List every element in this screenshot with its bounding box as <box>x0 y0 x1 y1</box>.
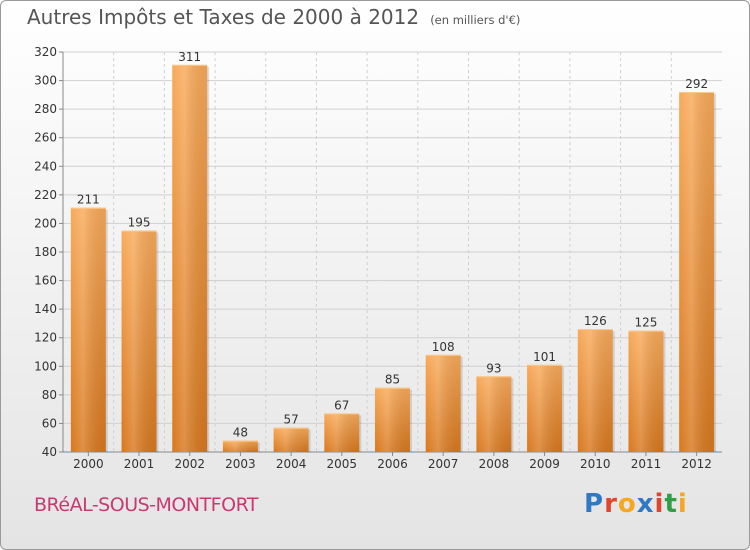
y-tick-label: 100 <box>34 359 57 373</box>
x-tick-label: 2011 <box>631 457 662 471</box>
bar-sheen <box>172 64 208 452</box>
bar-sheen <box>476 376 512 452</box>
data-label: 67 <box>334 398 349 412</box>
y-tick-label: 120 <box>34 331 57 345</box>
data-label: 125 <box>635 316 658 330</box>
bar-sheen <box>679 92 715 452</box>
y-tick-label: 280 <box>34 102 57 116</box>
x-tick-label: 2009 <box>529 457 560 471</box>
bar-sheen <box>324 413 360 452</box>
logo-letter: i <box>677 489 688 519</box>
y-tick-label: 240 <box>34 159 57 173</box>
chart-title-unit: (en milliers d'€) <box>430 13 521 27</box>
bars <box>70 64 717 452</box>
data-label: 101 <box>533 350 556 364</box>
bar-sheen <box>425 354 461 452</box>
y-tick-label: 40 <box>42 445 57 459</box>
logo-letter: o <box>617 489 637 519</box>
y-tick-label: 140 <box>34 302 57 316</box>
data-label: 57 <box>283 413 298 427</box>
x-tick-label: 2007 <box>428 457 459 471</box>
data-label: 93 <box>486 361 501 375</box>
bar-sheen <box>527 364 563 452</box>
y-tick-label: 200 <box>34 216 57 230</box>
y-tick-label: 320 <box>34 45 57 59</box>
data-label: 108 <box>432 340 455 354</box>
x-tick-label: 2001 <box>124 457 155 471</box>
data-label: 292 <box>685 77 708 91</box>
y-tick-label: 300 <box>34 74 57 88</box>
bar-sheen <box>222 440 258 452</box>
labels: 40 60 80 100 120 140 160 180 200 220 240 260 280 300 3… <box>34 45 712 471</box>
chart-title: Autres Impôts et Taxes de 2000 à 2012 (e… <box>27 5 520 29</box>
logo-letter: r <box>604 489 618 519</box>
y-tick-label: 180 <box>34 245 57 259</box>
data-label: 85 <box>385 373 400 387</box>
logo-letter: t <box>664 489 678 519</box>
logo-letter: P <box>584 489 605 519</box>
data-label: 126 <box>584 314 607 328</box>
y-tick-label: 80 <box>42 388 57 402</box>
chart-title-main: Autres Impôts et Taxes de 2000 à 2012 <box>27 5 420 29</box>
x-tick-label: 2002 <box>174 457 205 471</box>
logo-letter: x <box>636 489 655 519</box>
bar-sheen <box>577 329 613 452</box>
x-tick-label: 2012 <box>681 457 712 471</box>
proxiti-logo: Proxiti <box>584 489 688 519</box>
x-tick-label: 2006 <box>377 457 408 471</box>
bar-sheen <box>70 207 106 452</box>
data-label: 195 <box>128 216 151 230</box>
x-tick-label: 2000 <box>73 457 104 471</box>
data-label: 211 <box>77 193 100 207</box>
y-tick-label: 160 <box>34 274 57 288</box>
x-tick-label: 2005 <box>327 457 358 471</box>
data-label: 48 <box>233 426 248 440</box>
bar-sheen <box>628 330 664 452</box>
y-tick-label: 260 <box>34 131 57 145</box>
bar-sheen <box>273 427 309 452</box>
commune-name: BRéAL-SOUS-MONTFORT <box>34 494 259 516</box>
x-tick-label: 2003 <box>225 457 256 471</box>
y-tick-label: 60 <box>42 416 57 430</box>
data-label: 311 <box>178 50 201 64</box>
y-tick-label: 220 <box>34 188 57 202</box>
x-tick-label: 2008 <box>479 457 510 471</box>
logo-letter: i <box>654 489 665 519</box>
x-tick-label: 2004 <box>276 457 307 471</box>
bar-sheen <box>121 230 157 452</box>
x-tick-label: 2010 <box>580 457 611 471</box>
bar-sheen <box>375 387 410 452</box>
